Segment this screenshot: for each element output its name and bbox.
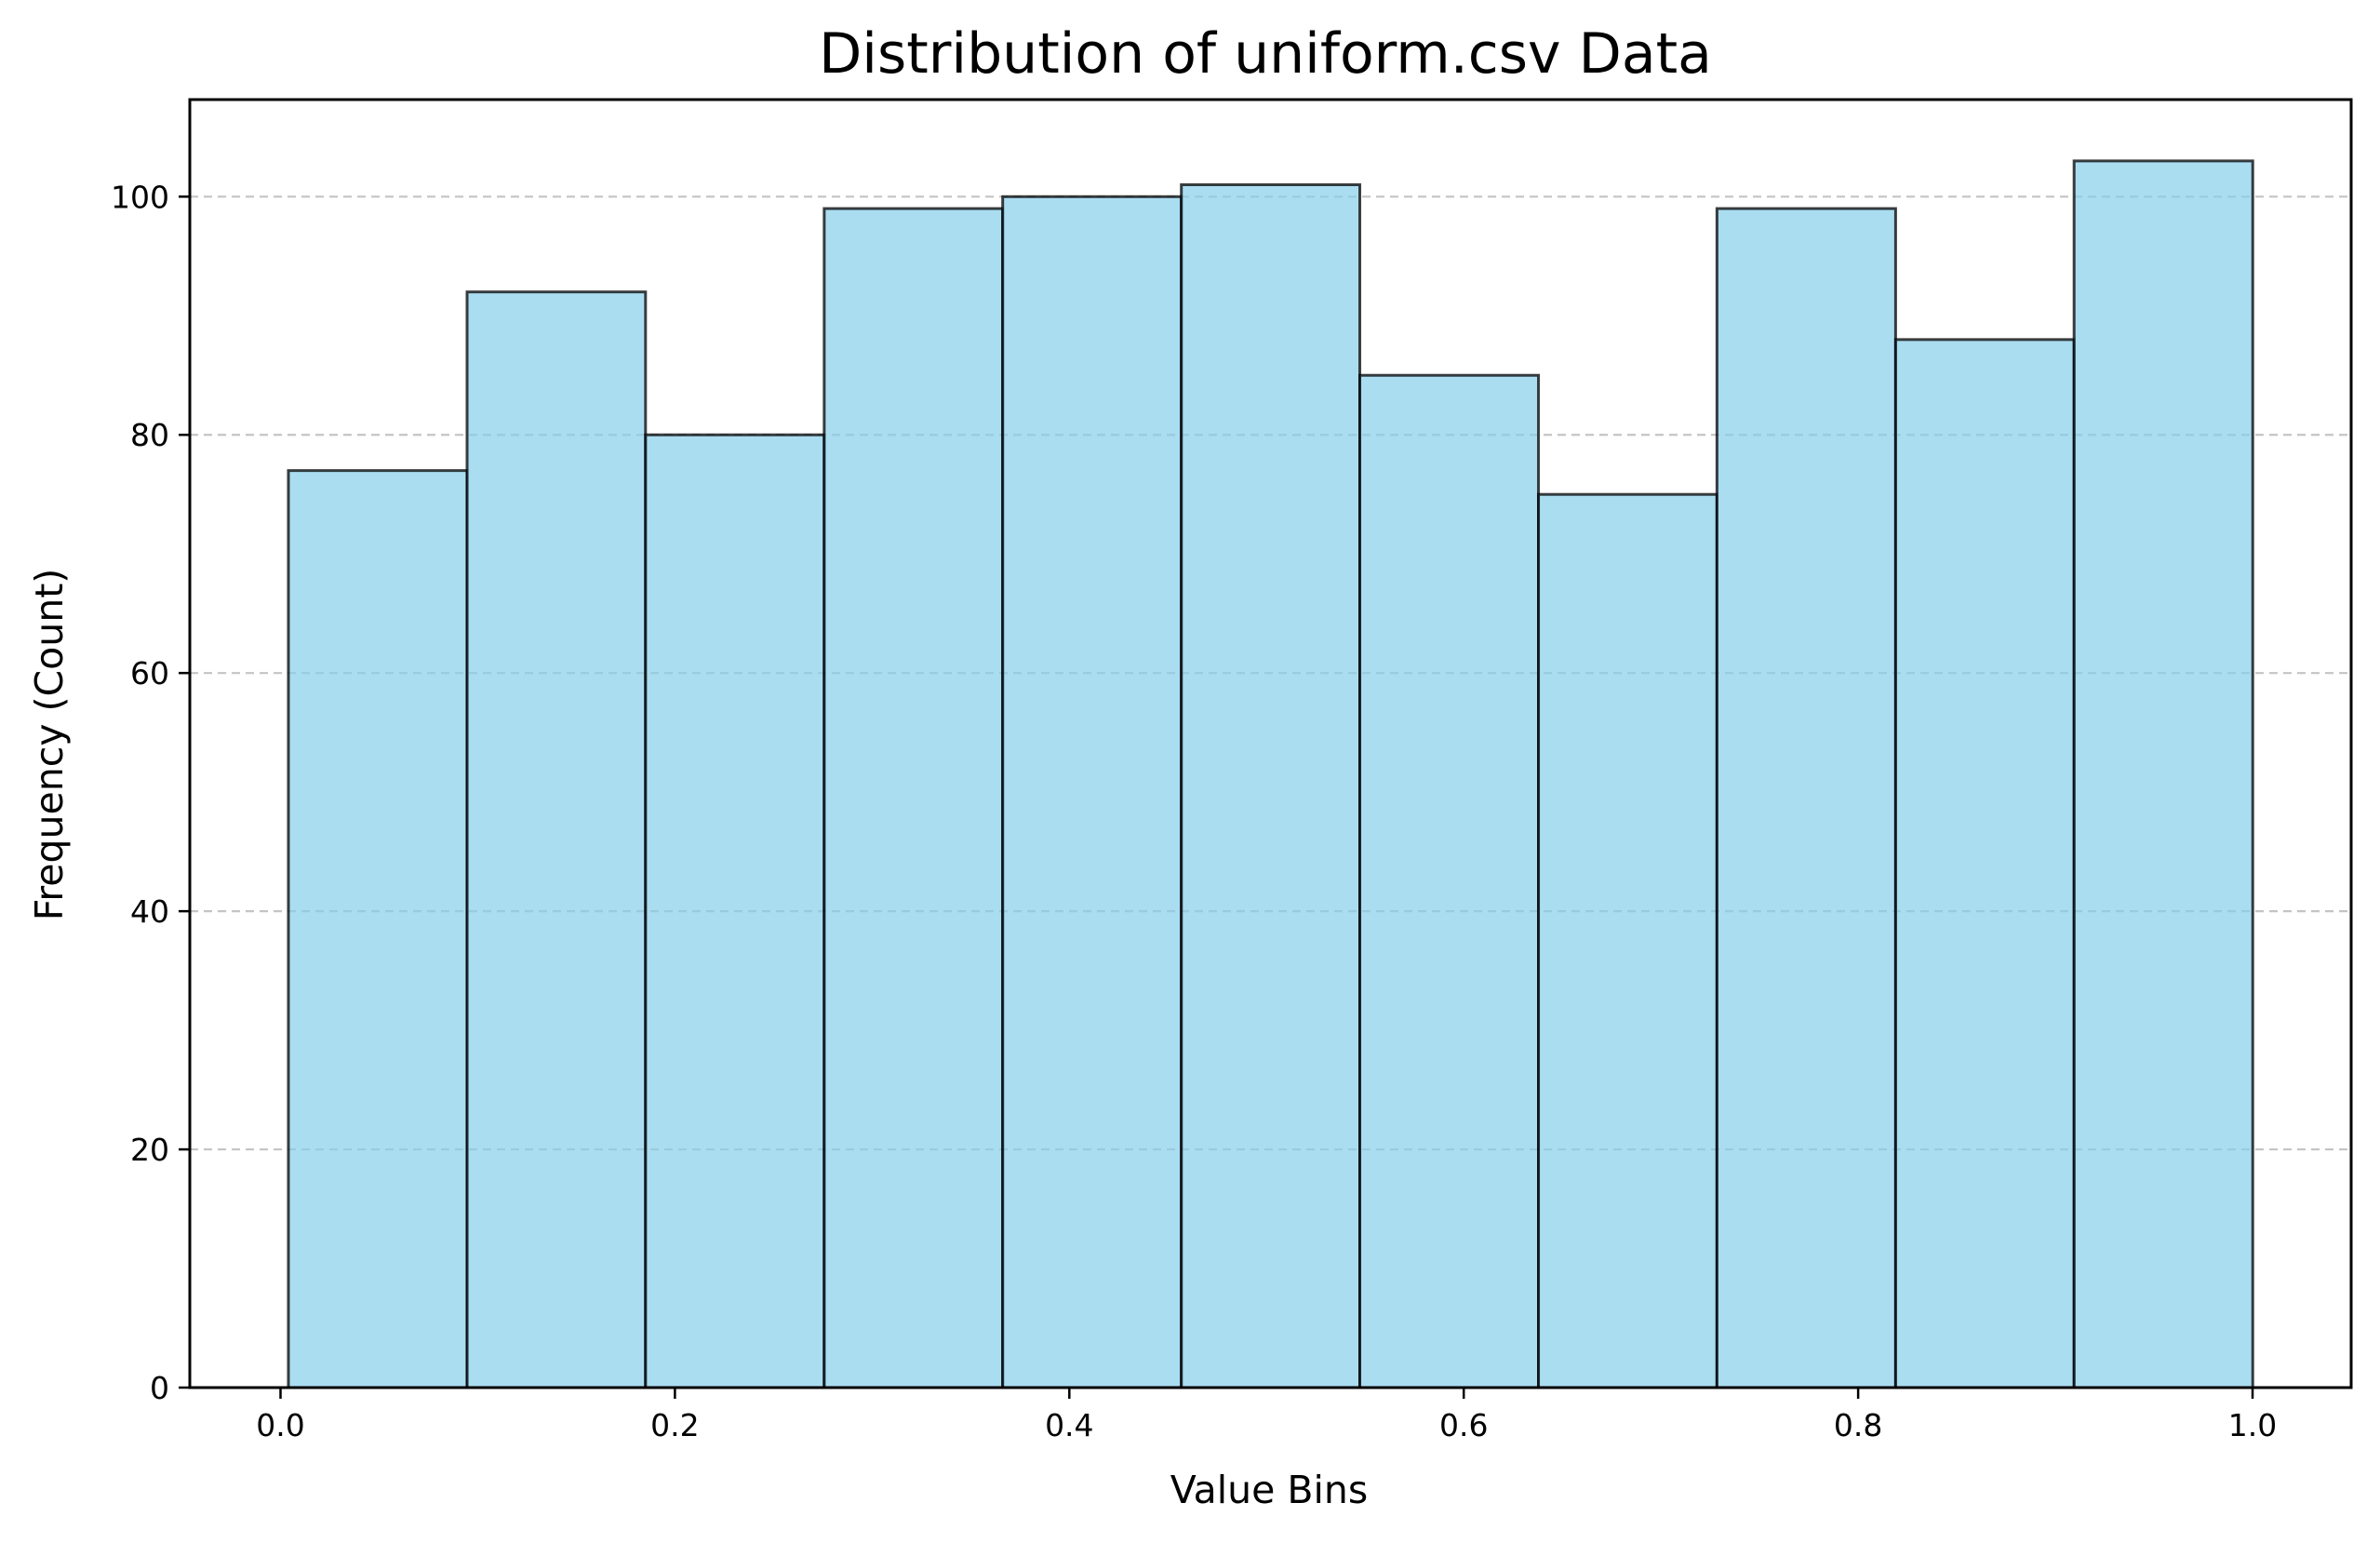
histogram-bar [2072,159,2254,1389]
x-axis-label: Value Bins [1170,1468,1369,1512]
y-axis-label: Frequency (Count) [27,569,72,921]
x-tick-label: 0.0 [256,1407,304,1443]
x-tick-label: 0.4 [1045,1407,1093,1443]
histogram-bar [1537,492,1718,1389]
x-axis-ticks: 0.0 0.2 0.4 0.6 0.8 1.0 [256,1388,2277,1443]
histogram-bar [1893,338,2076,1389]
y-axis-ticks: 0 20 40 60 80 100 [111,179,190,1406]
histogram-bar [1001,195,1183,1389]
plot-area-frame [188,98,2353,1389]
x-tick-label: 0.8 [1834,1407,1882,1443]
y-tick-label: 20 [130,1132,169,1168]
histogram-bar [1180,182,1362,1389]
histogram-bar [1715,207,1897,1389]
histogram-bar [287,469,469,1389]
x-tick-label: 0.2 [650,1407,699,1443]
y-tick-label: 100 [111,179,169,215]
y-tick-label: 60 [130,655,169,691]
histogram-bars [287,159,2254,1389]
chart-title: Distribution of uniform.csv Data [819,21,1712,87]
y-tick-label: 80 [130,417,169,453]
histogram-bar [644,433,826,1389]
x-tick-label: 0.6 [1439,1407,1488,1443]
histogram-bar [465,290,648,1389]
y-tick-label: 40 [130,893,169,930]
histogram-bar [1358,373,1541,1389]
histogram-bar [822,207,1005,1389]
x-tick-label: 1.0 [2228,1407,2277,1443]
y-tick-label: 0 [150,1370,169,1406]
